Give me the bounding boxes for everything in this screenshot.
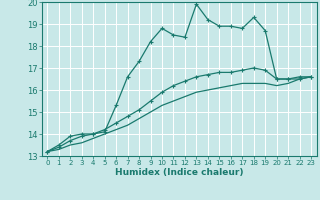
X-axis label: Humidex (Indice chaleur): Humidex (Indice chaleur)	[115, 168, 244, 177]
